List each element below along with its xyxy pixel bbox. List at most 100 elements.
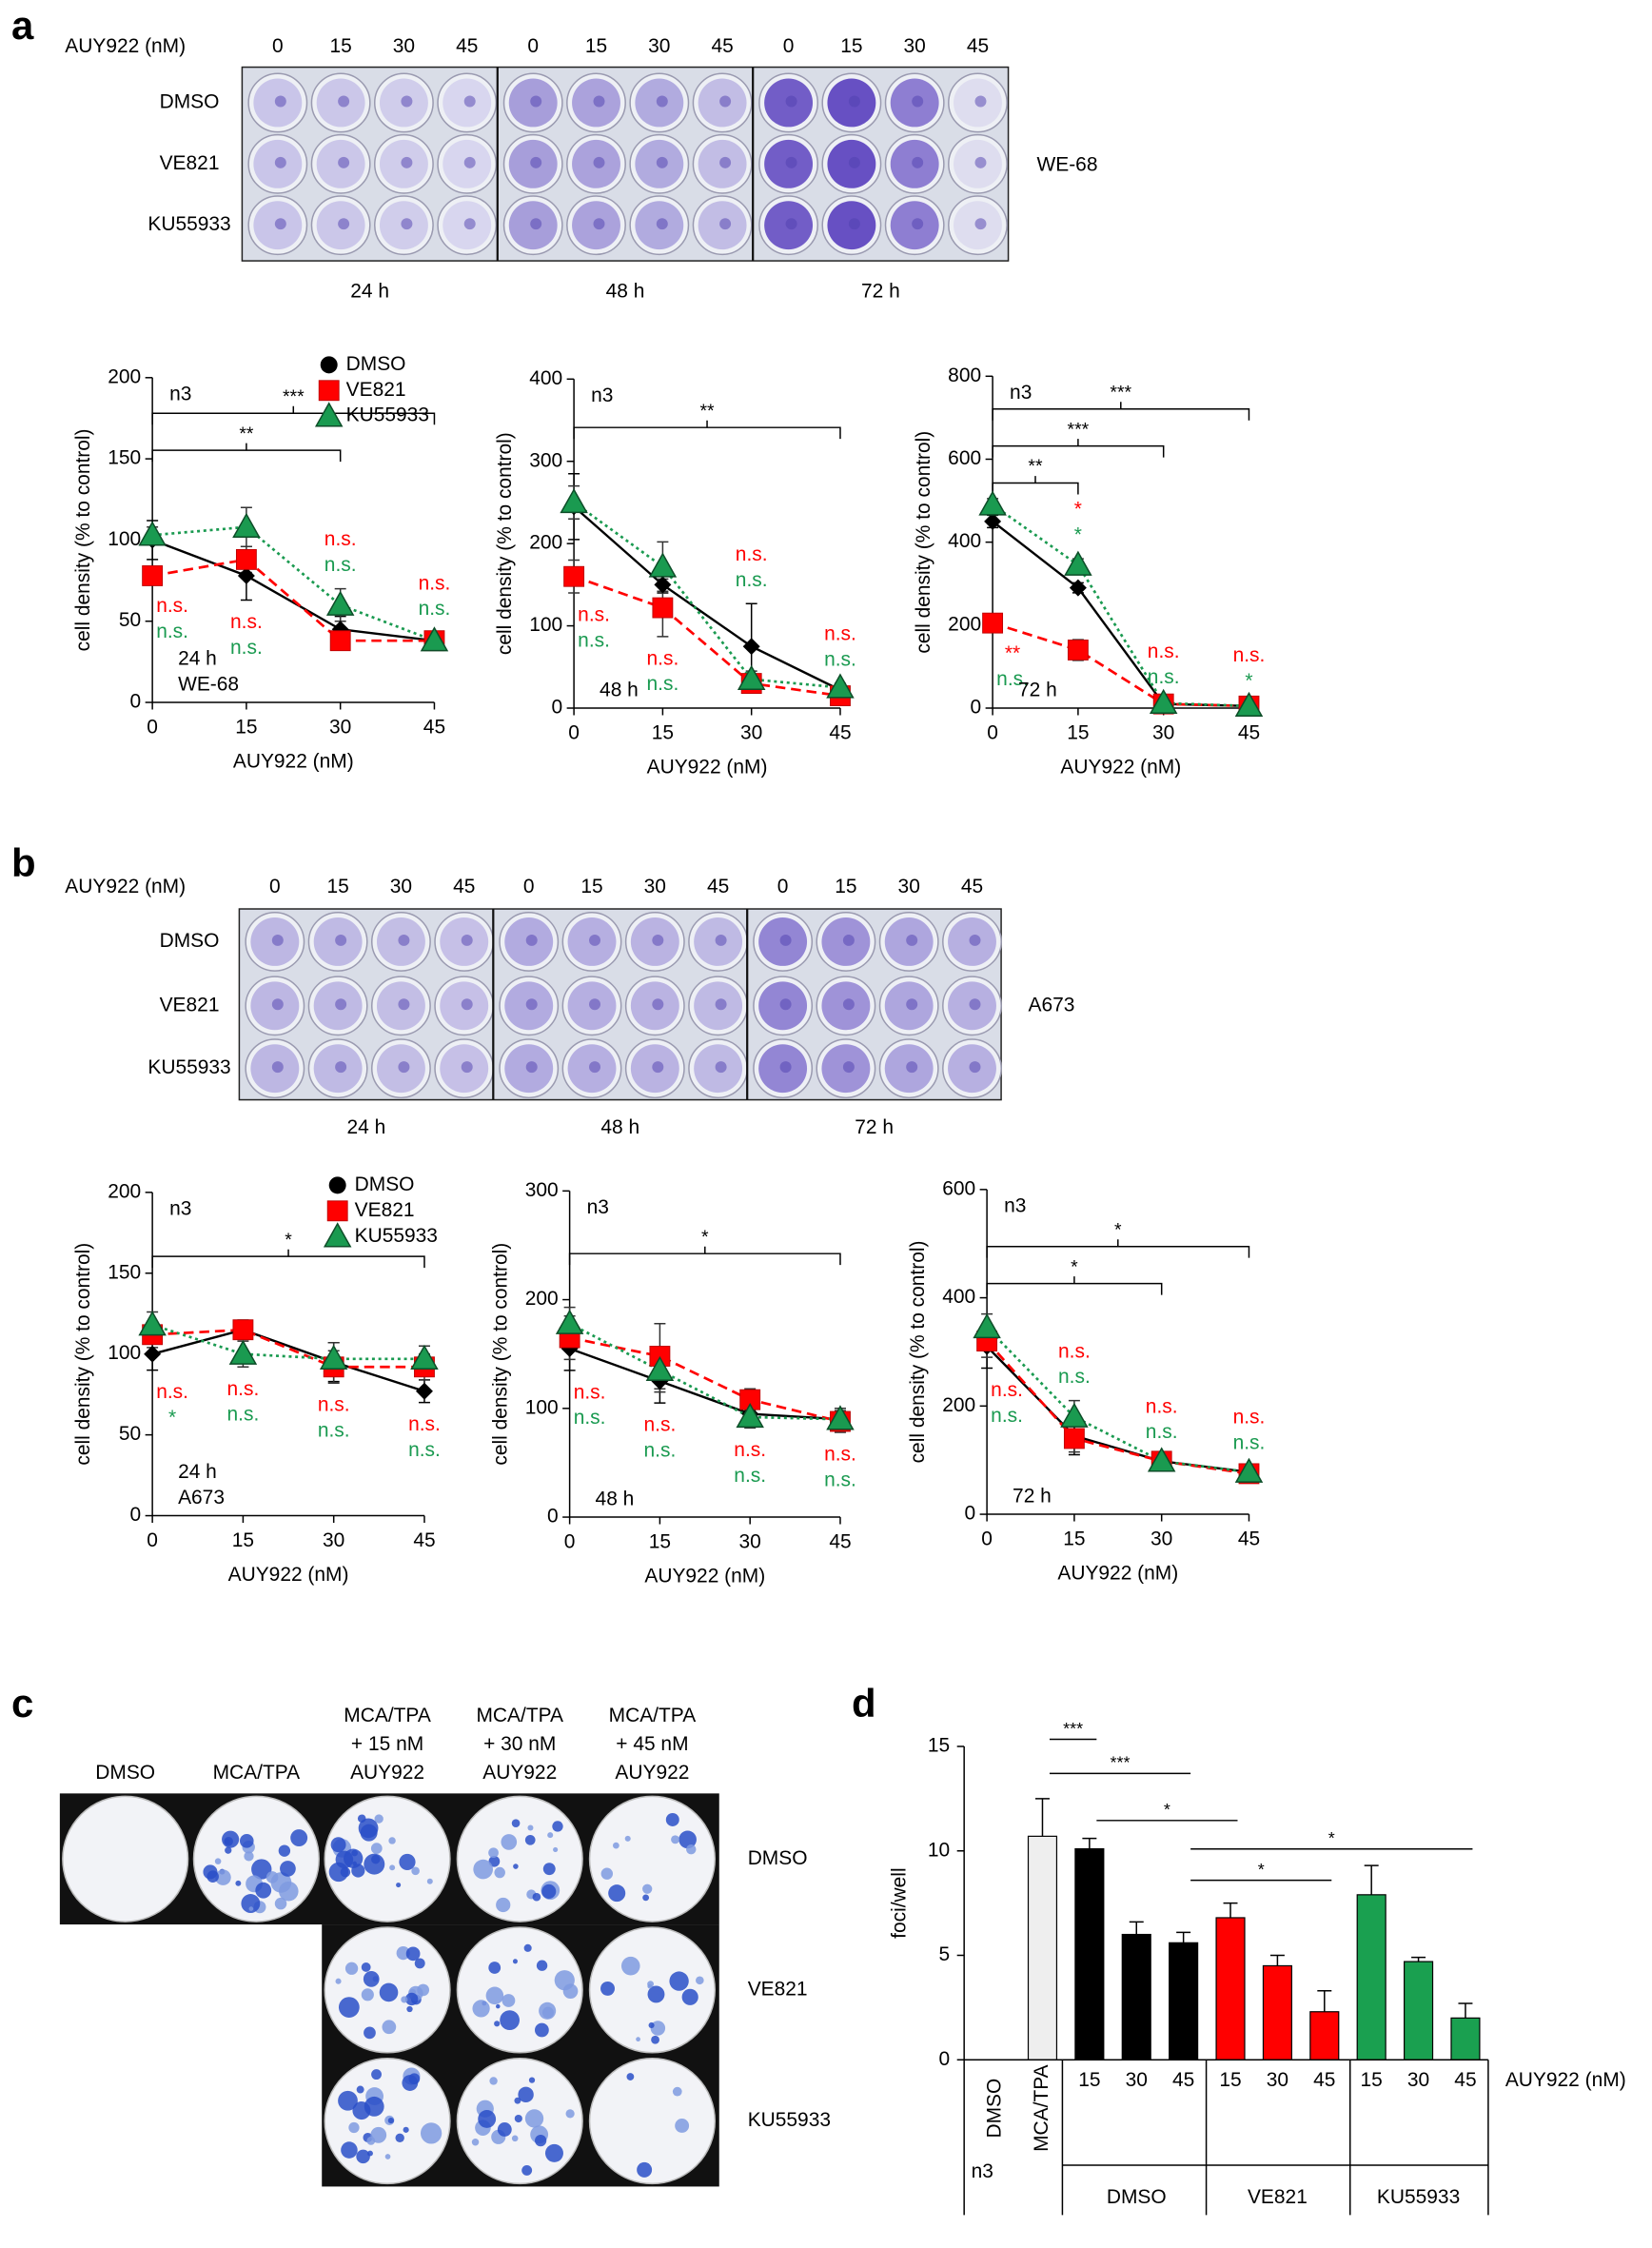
significance-label: n.s. xyxy=(824,1443,856,1465)
dose-label: 45 xyxy=(711,35,733,57)
dose-label: 15 xyxy=(326,876,348,897)
well-center xyxy=(842,934,855,946)
significance-label: n.s. xyxy=(324,528,357,550)
legend-marker xyxy=(323,1222,352,1248)
y-tick-label: 200 xyxy=(525,1288,559,1310)
significance-label: * xyxy=(285,1230,292,1251)
significance-label: n.s. xyxy=(1146,1421,1178,1443)
focus xyxy=(552,1821,563,1832)
focus xyxy=(278,1881,299,1902)
dose-label: 30 xyxy=(898,876,920,897)
significance-label: * xyxy=(1245,670,1252,692)
legend-label: DMSO xyxy=(346,353,406,375)
point xyxy=(319,1344,348,1370)
significance-label: n.s. xyxy=(1058,1366,1091,1388)
significance-label: n.s. xyxy=(1148,666,1180,688)
well-center xyxy=(401,218,413,230)
series-line xyxy=(151,558,435,642)
focus xyxy=(528,2077,536,2083)
focus xyxy=(539,2002,557,2020)
x-tick-label: 15 xyxy=(652,721,674,743)
well-center xyxy=(398,934,410,946)
focus xyxy=(266,1871,279,1883)
significance-label: n.s. xyxy=(578,629,610,651)
error-bar xyxy=(1458,2002,1473,2019)
focus xyxy=(534,2022,549,2038)
x-tick-label: 30 xyxy=(740,721,762,743)
point xyxy=(144,1345,162,1363)
significance-label: n.s. xyxy=(230,611,263,633)
note: 24 h xyxy=(178,1461,217,1483)
dose-label: 30 xyxy=(648,35,670,57)
well-center xyxy=(974,156,987,168)
focus xyxy=(608,1884,626,1903)
significance-label: * xyxy=(168,1407,176,1429)
focus xyxy=(278,1844,291,1857)
point xyxy=(142,565,164,586)
point xyxy=(329,630,351,652)
error-bar xyxy=(1317,1990,1332,2012)
bar xyxy=(1404,1961,1434,2061)
group-label: KU55933 xyxy=(1377,2186,1460,2208)
point xyxy=(560,487,588,514)
significance-label: * xyxy=(1258,1860,1265,1879)
bar xyxy=(1027,1835,1058,2061)
note: 48 h xyxy=(600,680,639,701)
x-tick-label: 30 xyxy=(329,716,351,738)
well-center xyxy=(969,998,981,1011)
dose-label: 0 xyxy=(527,35,539,57)
significance-label: n.s. xyxy=(156,1381,188,1403)
dish xyxy=(456,1926,583,2054)
significance-label: n.s. xyxy=(734,1439,766,1461)
focus xyxy=(404,1992,419,2006)
significance-label: n.s. xyxy=(647,673,679,695)
column-label: AUY922 xyxy=(350,1762,424,1784)
focus xyxy=(488,1847,499,1859)
well-center xyxy=(848,95,860,108)
y-tick-label: 0 xyxy=(551,697,562,719)
legend-label: KU55933 xyxy=(355,1225,438,1247)
x-tick-label: 45 xyxy=(1172,2069,1194,2091)
point xyxy=(826,1405,855,1430)
focus xyxy=(647,1985,665,2003)
significance-label: n.s. xyxy=(736,569,768,591)
significance-label: n.s. xyxy=(1148,641,1180,662)
note: n3 xyxy=(1004,1194,1026,1216)
dose-label: 45 xyxy=(961,876,983,897)
dish xyxy=(588,2057,717,2185)
well-center xyxy=(338,218,350,230)
well-center xyxy=(530,95,542,108)
point xyxy=(1067,640,1089,661)
focus xyxy=(387,2117,394,2124)
focus xyxy=(613,1842,620,1849)
x-tick-label: 30 xyxy=(1150,1528,1172,1550)
focus xyxy=(420,2122,442,2144)
bar xyxy=(1074,1847,1105,2061)
row-label: DMSO xyxy=(160,930,220,952)
y-tick-label: 200 xyxy=(942,1394,975,1416)
focus xyxy=(671,1835,680,1844)
focus xyxy=(379,1982,399,2002)
x-tick-label: 0 xyxy=(987,721,998,743)
focus xyxy=(511,2135,519,2142)
y-tick-label: 200 xyxy=(529,532,562,554)
focus xyxy=(647,1981,654,1988)
x-tick-label: 45 xyxy=(413,1529,435,1551)
y-tick-label: 50 xyxy=(119,609,141,631)
y-tick-label: 400 xyxy=(942,1286,975,1308)
x-tick-label: 30 xyxy=(739,1531,761,1553)
focus xyxy=(648,2021,655,2029)
focus xyxy=(553,1846,559,1853)
focus xyxy=(512,1959,518,1964)
row-label: KU55933 xyxy=(148,1056,230,1078)
group-label: DMSO xyxy=(1107,2186,1167,2208)
significance-label: n.s. xyxy=(991,1405,1023,1427)
column-label: DMSO xyxy=(95,1762,155,1784)
well-center xyxy=(401,95,413,108)
point xyxy=(235,548,257,570)
point xyxy=(1234,1457,1264,1483)
note: 72 h xyxy=(1013,1486,1052,1508)
point xyxy=(648,552,678,578)
well-center xyxy=(274,218,286,230)
series-line xyxy=(986,1345,1249,1473)
